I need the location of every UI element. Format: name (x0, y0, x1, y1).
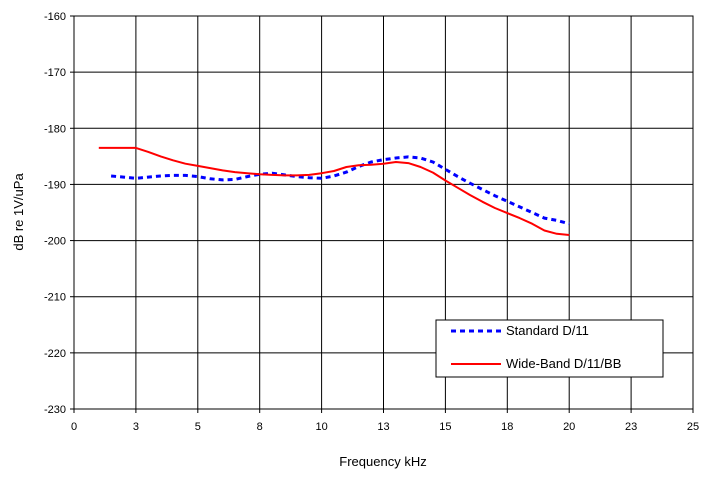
y-tick-label: -160 (44, 11, 66, 23)
y-tick-label: -180 (44, 123, 66, 135)
series-line-wide-band-d11-bb (98, 146, 570, 236)
x-tick-label: 10 (315, 421, 327, 433)
x-tick-label: 5 (195, 421, 201, 433)
x-tick-label: 25 (687, 421, 699, 433)
y-tick-label: -190 (44, 179, 66, 191)
x-tick-label: 13 (377, 421, 389, 433)
y-tick-label: -200 (44, 236, 66, 248)
x-tick-label: 18 (501, 421, 513, 433)
legend-label-wide-band: Wide-Band D/11/BB (506, 356, 621, 371)
legend: Standard D/11 Wide-Band D/11/BB (435, 319, 664, 378)
x-axis-label: Frequency kHz (339, 454, 426, 469)
x-tick-label: 0 (71, 421, 77, 433)
y-tick-label: -230 (44, 404, 66, 416)
y-axis-ticks: -160 -170 -180 -190 -200 -210 -220 -230 (44, 11, 74, 416)
x-tick-label: 20 (563, 421, 575, 433)
x-axis-ticks: 0 3 5 8 10 13 15 18 20 23 25 (71, 409, 699, 433)
x-tick-label: 15 (439, 421, 451, 433)
x-tick-label: 8 (257, 421, 263, 433)
legend-label-standard: Standard D/11 (506, 323, 589, 338)
x-tick-label: 3 (133, 421, 139, 433)
series-line-standard-d11 (110, 155, 570, 226)
y-tick-label: -220 (44, 348, 66, 360)
y-axis-label: dB re 1V/uPa (11, 173, 26, 251)
x-tick-label: 23 (625, 421, 637, 433)
y-tick-label: -210 (44, 292, 66, 304)
y-tick-label: -170 (44, 67, 66, 79)
series-layer (98, 146, 570, 236)
